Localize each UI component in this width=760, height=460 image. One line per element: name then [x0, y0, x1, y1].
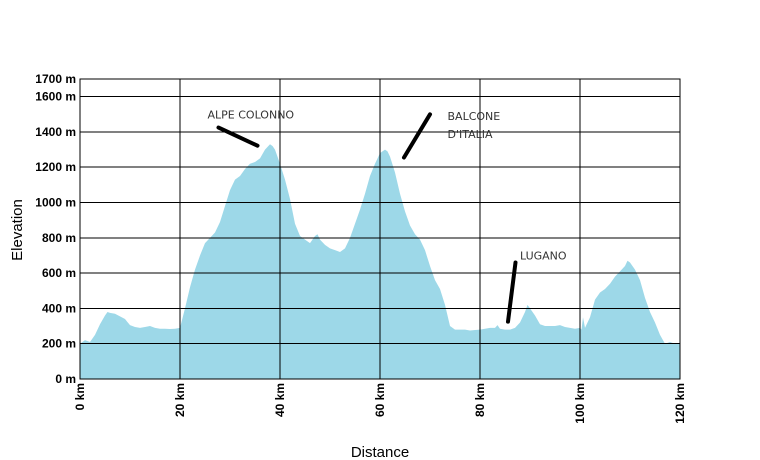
y-tick-label: 400 m [42, 301, 76, 315]
y-tick-labels: 0 m 200 m 400 m 600 m 800 m 1000 m 1200 m 1400 … [35, 72, 76, 386]
annotations-layer: ALPE COLONNO BALCONE D'ITALIA LUGANO [208, 108, 567, 324]
x-tick-labels: 0 km 20 km 40 km 60 km 80 km 100 km 120 km [73, 383, 687, 424]
y-tick-label: 1000 m [35, 196, 76, 210]
y-tick-label: 200 m [42, 337, 76, 351]
annotation-pointer [506, 260, 518, 324]
x-tick-label: 20 km [173, 383, 187, 417]
grid-layer [79, 78, 681, 380]
annotation-label: BALCONE [448, 110, 501, 123]
annotation-pointer [216, 125, 260, 148]
y-tick-label: 1200 m [35, 160, 76, 174]
annotation-pointer [402, 112, 432, 160]
annotation-label: LUGANO [520, 249, 567, 262]
y-tick-label: 1400 m [35, 125, 76, 139]
y-tick-label: 800 m [42, 231, 76, 245]
x-tick-label: 60 km [373, 383, 387, 417]
y-tick-label: 1700 m [35, 72, 76, 86]
y-tick-label: 1600 m [35, 90, 76, 104]
x-tick-label: 100 km [573, 383, 587, 424]
x-axis-title: Distance [351, 444, 409, 460]
x-tick-label: 120 km [673, 383, 687, 424]
x-tick-label: 80 km [473, 383, 487, 417]
y-tick-label: 0 m [55, 372, 76, 386]
x-tick-label: 40 km [273, 383, 287, 417]
annotation-label: ALPE COLONNO [208, 108, 295, 121]
annotation-label: D'ITALIA [448, 128, 494, 141]
y-axis-title: Elevation [9, 199, 26, 261]
plot-frame [79, 78, 681, 380]
y-tick-label: 600 m [42, 266, 76, 280]
x-tick-label: 0 km [73, 383, 87, 410]
